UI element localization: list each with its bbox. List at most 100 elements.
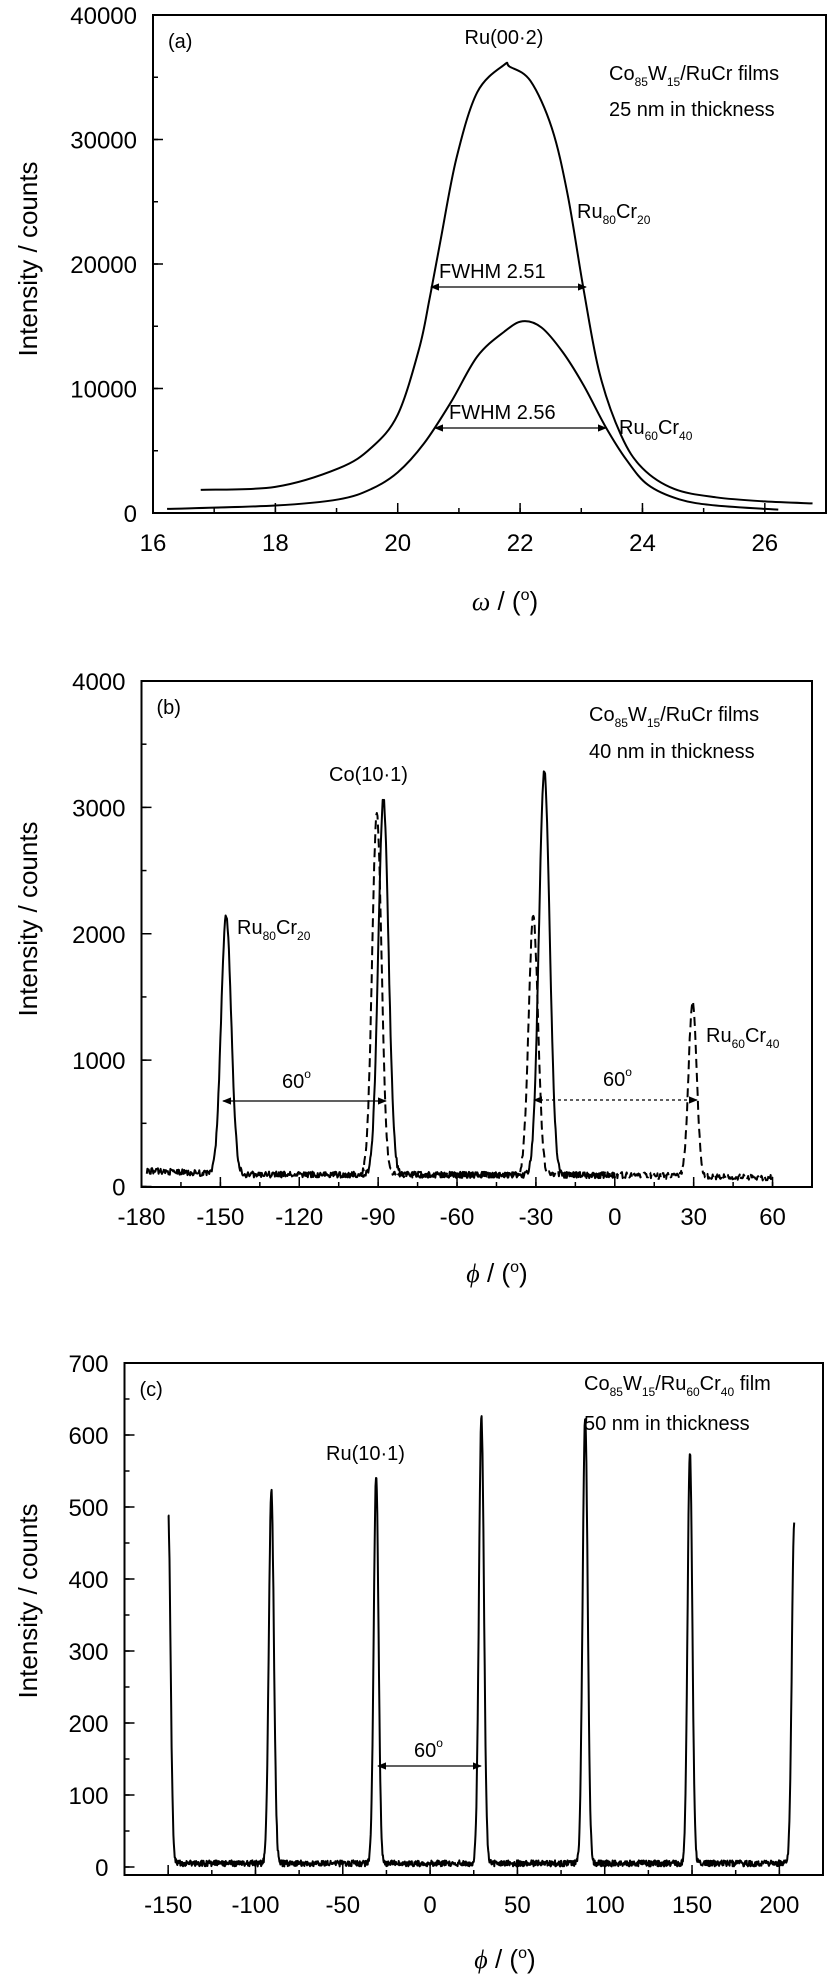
subscript: 85 xyxy=(610,1385,624,1399)
y-tick-label: 2000 xyxy=(72,922,125,949)
x-tick-label: 150 xyxy=(672,1892,712,1919)
x-tick-label: 30 xyxy=(680,1204,707,1231)
subscript: 80 xyxy=(603,213,617,227)
y-axis-title: Intensity / counts xyxy=(13,161,43,356)
text-segment: 60 xyxy=(603,1069,625,1091)
y-tick-label: 4000 xyxy=(72,669,125,696)
text-segment: 60 xyxy=(414,1740,436,1762)
thickness-label: 25 nm in thickness xyxy=(609,99,775,121)
panel-label: (c) xyxy=(140,1379,163,1401)
subscript: 80 xyxy=(263,929,277,943)
text-segment: W xyxy=(623,1373,642,1395)
y-tick-label: 500 xyxy=(68,1495,108,1522)
y-tick-label: 20000 xyxy=(70,252,137,279)
text-segment: / ( xyxy=(490,586,521,616)
text-segment: Ru xyxy=(706,1025,732,1047)
plot-frame xyxy=(123,1362,824,1876)
x-tick-label: 0 xyxy=(423,1892,436,1919)
peak-label: Ru(00·2) xyxy=(465,27,544,49)
x-tick-label: -60 xyxy=(440,1204,475,1231)
text-segment: / ( xyxy=(480,1258,511,1288)
superscript: o xyxy=(518,1945,527,1962)
panel-c: -150 -100 -50 0 50 100 150 200 0 100 200 300 400 500 6… xyxy=(13,1351,824,1974)
peak-label: Co(10·1) xyxy=(329,764,408,786)
thickness-label: 50 nm in thickness xyxy=(584,1413,750,1435)
y-tick-label: 700 xyxy=(68,1351,108,1378)
text-segment: Cr xyxy=(700,1373,721,1395)
x-tick-label: -90 xyxy=(361,1204,396,1231)
angle-label-left: 60o xyxy=(282,1067,311,1093)
subscript: 20 xyxy=(637,213,651,227)
x-tick-label: 60 xyxy=(759,1204,786,1231)
x-tick-label: 24 xyxy=(629,530,656,557)
series-label-ru80cr20: Ru80Cr20 xyxy=(577,201,651,227)
text-segment: ω xyxy=(472,587,490,616)
y-tick-label: 200 xyxy=(68,1711,108,1738)
peak-label: Ru(10·1) xyxy=(326,1443,405,1465)
series-line-ru60cr40 xyxy=(361,812,774,1182)
subscript: 60 xyxy=(686,1385,700,1399)
text-segment: /RuCr films xyxy=(680,63,779,85)
series-label-ru60cr40: Ru60Cr40 xyxy=(706,1025,780,1051)
superscript: o xyxy=(436,1736,443,1750)
text-segment: Ru xyxy=(577,201,603,223)
thickness-label: 40 nm in thickness xyxy=(589,741,755,763)
subscript: 60 xyxy=(732,1037,746,1051)
x-tick-label: 50 xyxy=(504,1892,531,1919)
panel-label: (a) xyxy=(168,31,192,53)
subscript: 15 xyxy=(667,75,681,89)
angle-label: 60o xyxy=(414,1736,443,1762)
y-tick-label: 600 xyxy=(68,1423,108,1450)
x-tick-label: 200 xyxy=(759,1892,799,1919)
x-tick-label: 0 xyxy=(608,1204,621,1231)
series-line-ru80cr20 xyxy=(145,770,616,1180)
text-segment: ) xyxy=(519,1258,528,1288)
superscript: o xyxy=(510,1259,519,1276)
x-tick-label: -50 xyxy=(325,1892,360,1919)
y-axis-title: Intensity / counts xyxy=(13,821,43,1016)
x-tick-label: -30 xyxy=(519,1204,554,1231)
angle-label-right: 60o xyxy=(603,1065,632,1091)
subscript: 15 xyxy=(647,716,661,730)
x-tick-label: -120 xyxy=(275,1204,323,1231)
y-tick-label: 300 xyxy=(68,1639,108,1666)
text-segment: ) xyxy=(527,1944,536,1974)
text-segment: Cr xyxy=(658,417,679,439)
fwhm-label-top: FWHM 2.51 xyxy=(439,261,546,283)
panel-label: (b) xyxy=(157,697,181,719)
y-tick-label: 0 xyxy=(112,1175,125,1202)
text-segment: Co xyxy=(584,1373,610,1395)
subscript: 40 xyxy=(766,1037,780,1051)
text-segment: Cr xyxy=(745,1025,766,1047)
text-segment: Co xyxy=(609,63,635,85)
series-line-ru80cr20 xyxy=(200,61,813,505)
y-tick-label: 0 xyxy=(95,1855,108,1882)
panel-b: -180 -150 -120 -90 -60 -30 0 30 60 0 1000 2000 3000 4… xyxy=(13,669,813,1288)
series-line-ru60cr40 xyxy=(167,320,779,511)
superscript: o xyxy=(304,1067,311,1081)
x-tick-label: 18 xyxy=(262,530,289,557)
fwhm-label-bottom: FWHM 2.56 xyxy=(449,402,556,424)
text-segment: Co xyxy=(589,704,615,726)
x-axis-title: ω / (o) xyxy=(472,586,538,616)
y-tick-label: 40000 xyxy=(70,3,137,30)
x-axis-title: ϕ / (o) xyxy=(474,1944,535,1974)
subscript: 60 xyxy=(645,429,659,443)
y-tick-label: 1000 xyxy=(72,1048,125,1075)
x-tick-label: 22 xyxy=(507,530,534,557)
y-tick-label: 10000 xyxy=(70,377,137,404)
x-axis-title: ϕ / (o) xyxy=(466,1258,527,1288)
y-tick-label: 400 xyxy=(68,1567,108,1594)
sample-label: Co85W15/RuCr films xyxy=(589,704,759,730)
text-segment: / ( xyxy=(488,1944,519,1974)
text-segment: Cr xyxy=(276,917,297,939)
text-segment: film xyxy=(734,1373,771,1395)
text-segment: W xyxy=(648,63,667,85)
x-tick-label: -150 xyxy=(196,1204,244,1231)
text-segment: ϕ xyxy=(466,1259,479,1288)
series-line-ru60cr40 xyxy=(167,1415,796,1868)
x-tick-label: 100 xyxy=(585,1892,625,1919)
text-segment: /Ru xyxy=(655,1373,686,1395)
panel-a: 16 18 20 22 24 26 0 10000 20000 30000 40000 Intensi… xyxy=(13,3,827,616)
